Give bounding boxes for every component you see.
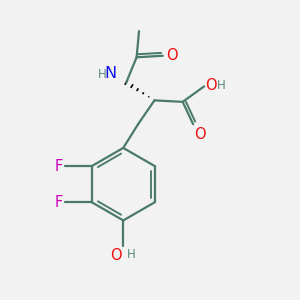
Text: F: F <box>55 158 63 173</box>
Text: O: O <box>110 248 122 263</box>
Text: F: F <box>55 195 63 210</box>
Text: O: O <box>166 48 177 63</box>
Text: H: H <box>217 79 225 92</box>
Text: H: H <box>98 68 107 81</box>
Text: N: N <box>105 66 117 81</box>
Text: H: H <box>127 248 136 261</box>
Text: O: O <box>195 127 206 142</box>
Text: O: O <box>206 78 217 93</box>
